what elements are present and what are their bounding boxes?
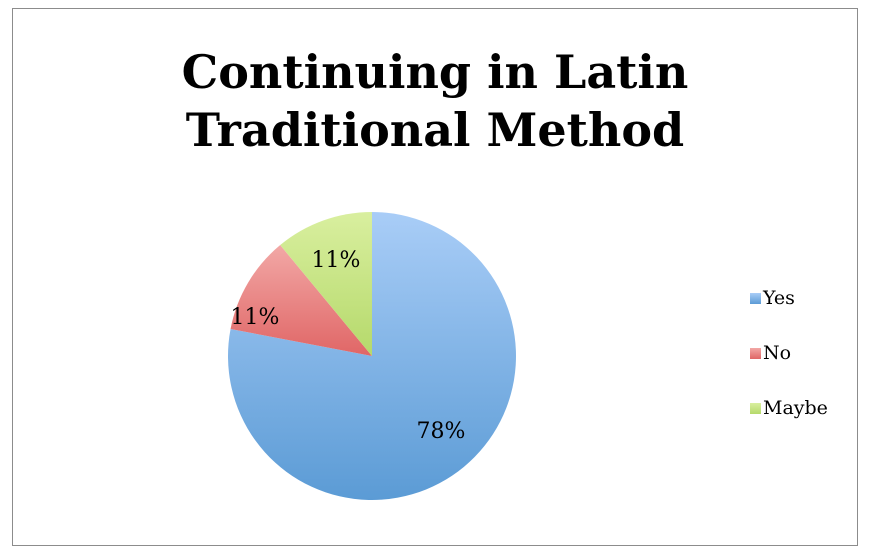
legend-item-yes: Yes bbox=[750, 287, 828, 309]
pie-slice-no bbox=[230, 245, 372, 356]
legend-swatch-no bbox=[750, 347, 761, 359]
chart-title-line-1: Continuing in Latin bbox=[181, 45, 689, 99]
data-label-no: 11% bbox=[231, 305, 280, 330]
pie-slice-maybe bbox=[280, 212, 372, 356]
legend-swatch-maybe bbox=[750, 402, 761, 414]
pie-slice-yes bbox=[227, 212, 516, 501]
chart-legend: Yes No Maybe bbox=[750, 287, 828, 452]
data-label-maybe: 11% bbox=[312, 248, 361, 273]
legend-label-maybe: Maybe bbox=[763, 397, 828, 419]
pie-slices bbox=[227, 212, 516, 501]
chart-title: Continuing in Latin Traditional Method bbox=[13, 43, 857, 159]
chart-title-line-2: Traditional Method bbox=[185, 103, 685, 157]
legend-label-yes: Yes bbox=[763, 287, 795, 309]
legend-item-no: No bbox=[750, 342, 828, 364]
pie-data-labels: 78% 11% 11% bbox=[231, 248, 466, 444]
legend-label-no: No bbox=[763, 342, 792, 364]
data-label-yes: 78% bbox=[417, 419, 466, 444]
legend-swatch-yes bbox=[750, 292, 761, 304]
legend-item-maybe: Maybe bbox=[750, 397, 828, 419]
